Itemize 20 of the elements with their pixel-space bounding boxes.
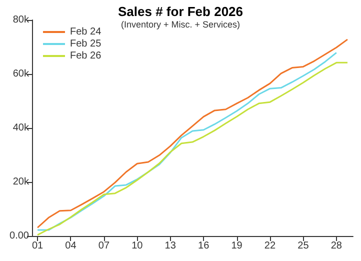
x-tick-label: 01 xyxy=(32,240,44,252)
y-tick-label: 0.00 xyxy=(10,230,30,242)
x-tick-label: 13 xyxy=(164,240,176,252)
legend-label: Feb 24 xyxy=(70,26,102,38)
x-tick-label: 04 xyxy=(65,240,77,252)
legend-label: Feb 26 xyxy=(70,50,102,62)
chart-title: Sales # for Feb 2026 xyxy=(118,4,244,19)
chart-subtitle: (Inventory + Misc. + Services) xyxy=(120,20,240,30)
y-tick-label: 20k xyxy=(12,176,30,188)
y-tick-label: 40k xyxy=(12,122,30,134)
x-tick-label: 22 xyxy=(264,240,276,252)
x-tick-label: 19 xyxy=(231,240,243,252)
x-tick-label: 28 xyxy=(330,240,342,252)
x-tick-label: 16 xyxy=(198,240,210,252)
y-tick-label: 60k xyxy=(12,68,30,80)
legend-label: Feb 25 xyxy=(70,38,102,50)
x-tick-label: 10 xyxy=(132,240,144,252)
x-tick-label: 07 xyxy=(98,240,110,252)
y-tick-label: 80k xyxy=(12,14,30,26)
x-tick-label: 25 xyxy=(298,240,310,252)
